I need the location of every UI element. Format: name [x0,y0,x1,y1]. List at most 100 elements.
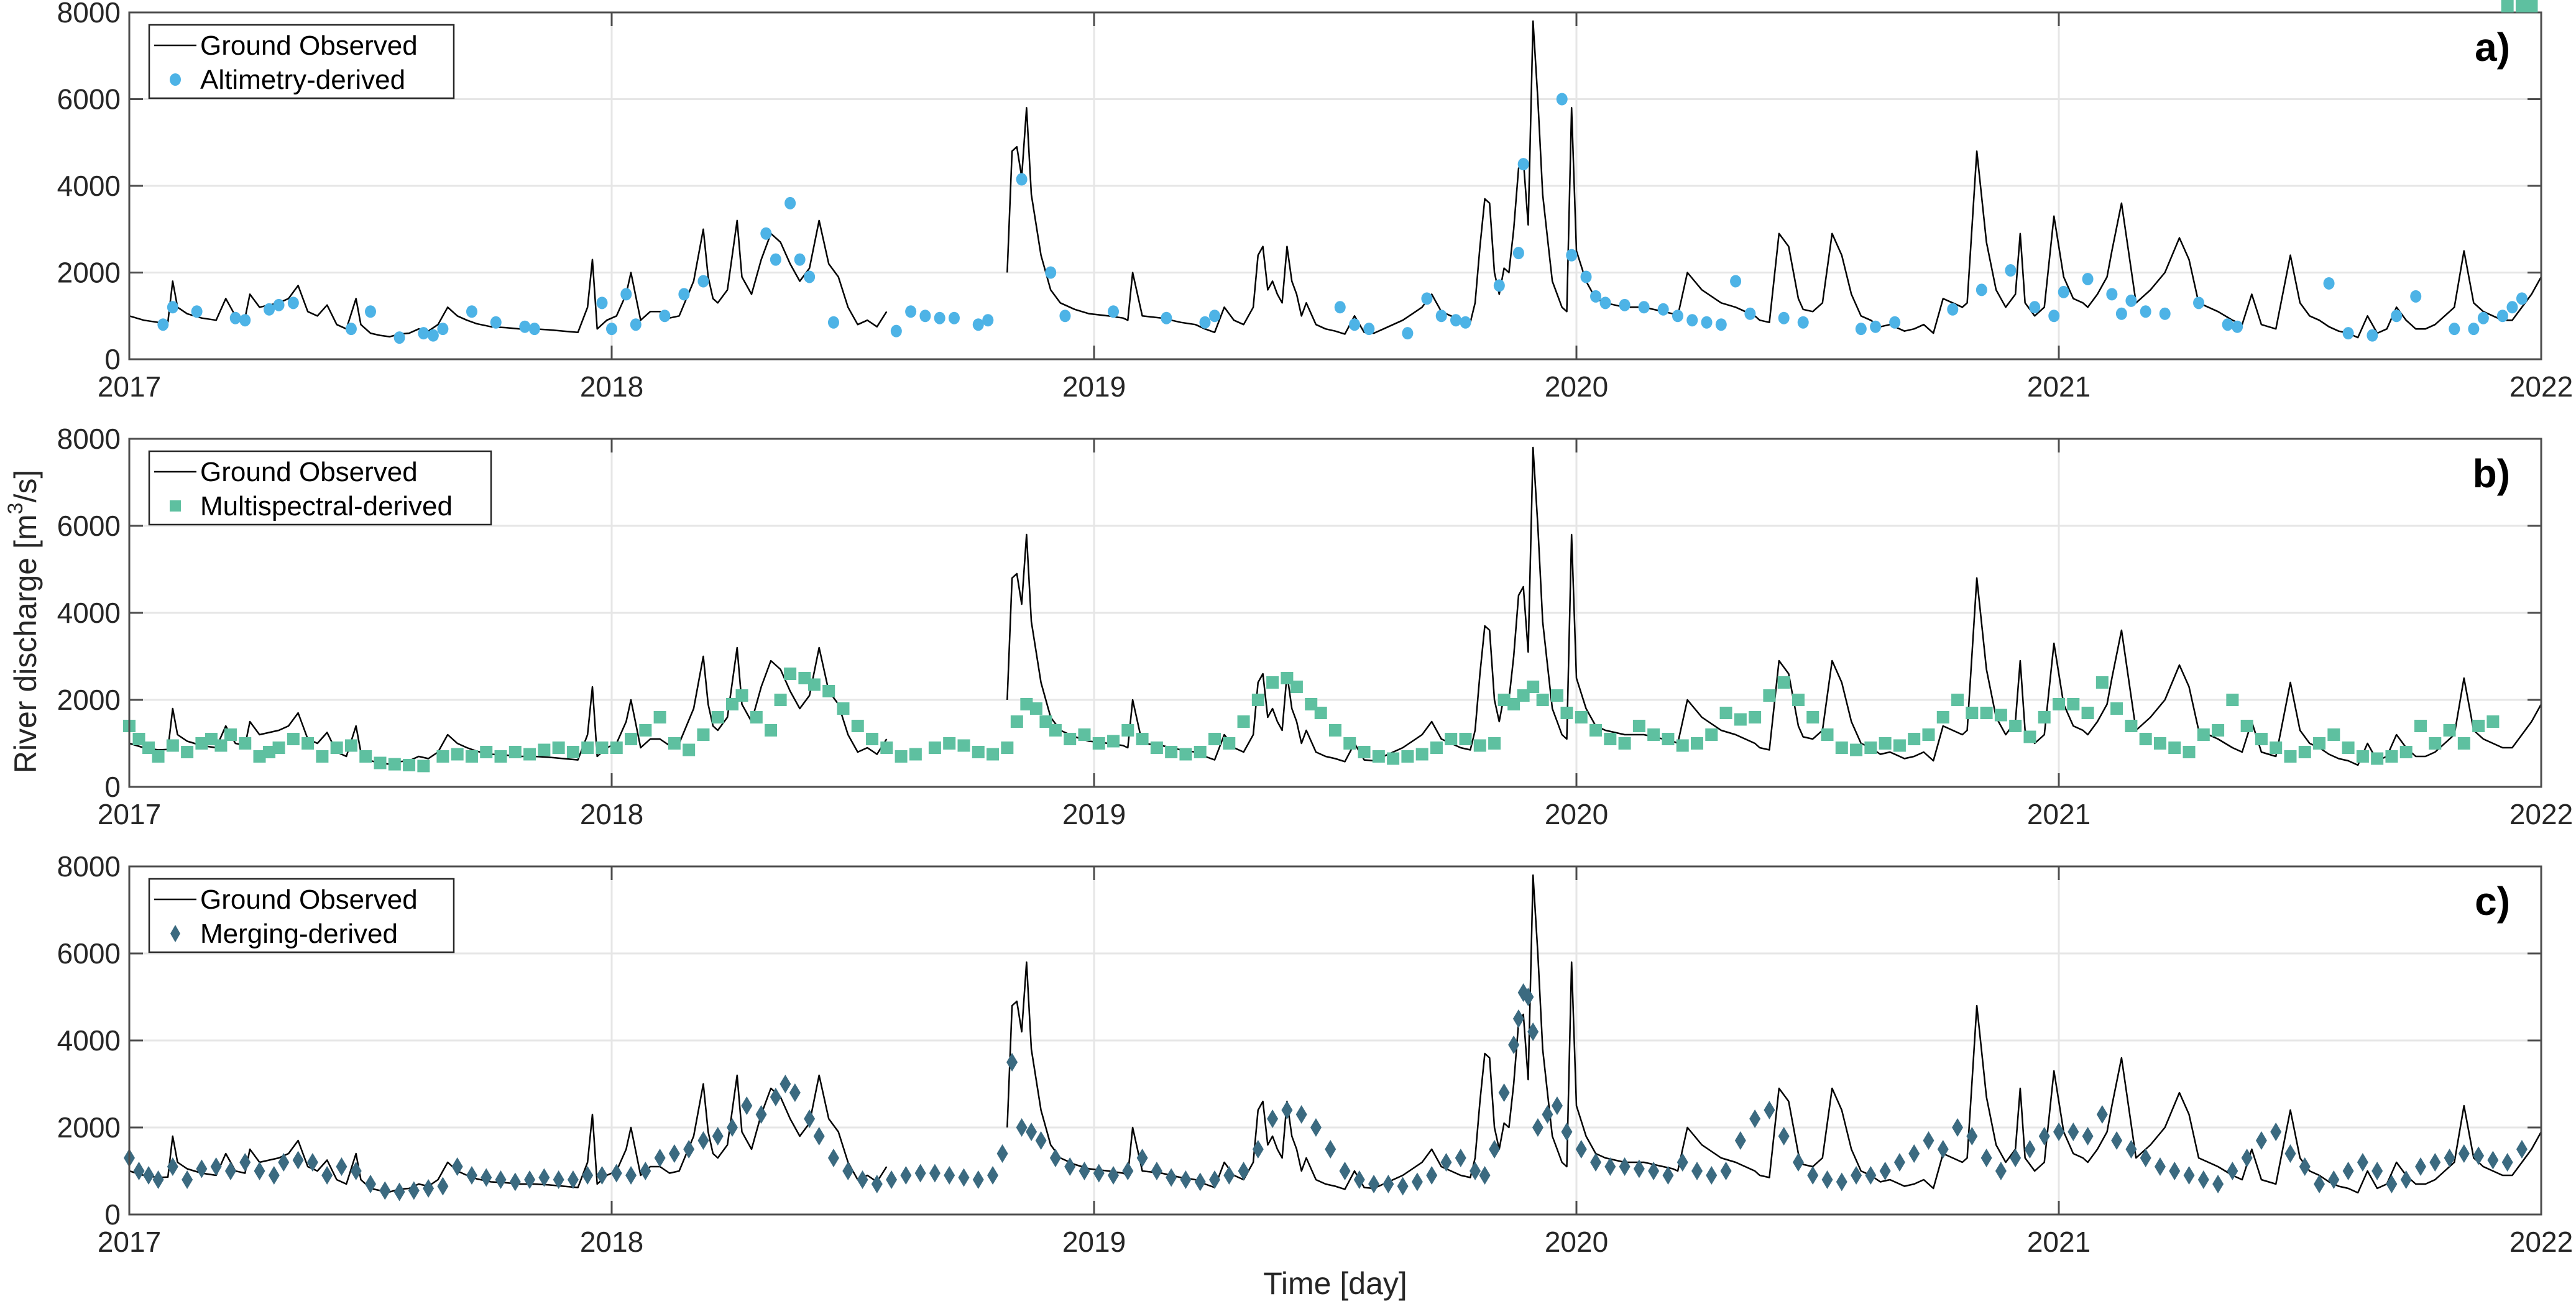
multispectral-point [451,748,464,761]
multispectral-point [957,739,970,752]
multispectral-point [508,746,522,758]
altimetry-point [273,298,285,311]
multispectral-point [263,746,276,758]
multispectral-point [1618,737,1631,750]
legend-circle-icon [170,73,181,86]
merging-point [1498,1083,1510,1102]
multispectral-point [2385,750,2398,763]
altimetry-point [1512,247,1524,260]
merging-point [481,1168,492,1187]
merging-point [886,1170,898,1189]
merging-point [1542,1105,1553,1124]
merging-point [1734,1131,1746,1150]
altimetry-point [770,253,781,266]
altimetry-point [2323,277,2335,290]
multispectral-point [895,750,908,763]
altimetry-point [2222,318,2233,331]
multispectral-point [765,724,778,737]
merging-point [2284,1144,2296,1163]
altimetry-point [784,196,796,209]
multispectral-point [2486,715,2500,728]
multispectral-point [239,737,252,750]
merging-point [1966,1127,1978,1146]
multispectral-point [1749,711,1762,723]
legend-label-ground: Ground Observed [200,884,418,915]
multispectral-point [581,742,594,754]
multispectral-point [224,728,237,741]
multispectral-point [837,702,850,715]
multispectral-point [2399,746,2413,758]
merging-point [2053,1123,2064,1141]
altimetry-point [2115,307,2127,320]
multispectral-point [784,668,797,680]
y-tick-label: 8000 [57,423,121,455]
multispectral-point [1064,733,1077,745]
multispectral-point [2501,0,2514,12]
altimetry-point [2506,301,2518,314]
merging-point [1821,1170,1833,1189]
multispectral-point [735,689,748,702]
multispectral-point [1893,739,1906,752]
multispectral-point [625,733,638,745]
merging-point [167,1157,178,1176]
merging-point [1049,1149,1061,1167]
altimetry-point [466,305,477,318]
merging-point [1295,1105,1307,1124]
multispectral-point [403,759,416,771]
multispectral-point [1001,742,1014,754]
merging-point [2487,1150,2499,1170]
merging-point [596,1166,608,1185]
multispectral-point [1705,728,1718,741]
x-tick-label: 2022 [2509,370,2573,403]
merging-point [2140,1149,2151,1167]
merging-point [2429,1153,2441,1172]
multispectral-point [1691,737,1703,750]
legend-box [148,450,492,526]
altimetry-point [1870,320,1882,333]
multispectral-point [2525,0,2538,12]
altimetry-point [1778,311,1790,324]
multispectral-point [2429,737,2442,750]
multispectral-point [1107,735,1120,748]
merging-point [437,1177,449,1196]
multispectral-point [2284,750,2297,763]
altimetry-point [1590,290,1602,303]
merging-point [152,1170,164,1189]
multispectral-point [1305,698,1318,710]
merging-point [944,1166,955,1185]
multispectral-point [1676,739,1689,752]
merging-point [1807,1166,1819,1185]
altimetry-point [167,301,178,314]
multispectral-point [1792,694,1805,706]
merging-point [813,1127,825,1146]
merging-point [2357,1153,2368,1172]
merging-point [2125,1140,2137,1159]
multispectral-point [1662,733,1675,745]
multispectral-point [639,724,652,737]
x-tick-label: 2017 [98,1226,161,1258]
altimetry-point [1209,310,1220,323]
altimetry-point [596,296,608,310]
merging-point [2212,1175,2224,1193]
multispectral-point [2226,694,2239,706]
multispectral-point [1936,711,1949,723]
altimetry-point [528,323,540,336]
multispectral-point [1763,689,1776,702]
multispectral-point [2327,728,2340,741]
merging-point [292,1150,304,1170]
altimetry-point [1686,314,1698,327]
merging-point [1006,1053,1018,1072]
multispectral-point [2472,720,2485,732]
legend-diamond-icon [170,925,180,942]
merging-point [727,1118,738,1137]
multispectral-point [1604,733,1617,745]
merging-point [1238,1162,1249,1180]
multispectral-point [552,742,565,754]
altimetry-point [2468,323,2480,336]
altimetry-point [2449,323,2460,336]
multispectral-point [610,742,623,754]
panel-label: a) [2475,25,2510,70]
x-axis-title: Time [day] [1263,1266,1407,1301]
multispectral-point [2053,698,2065,710]
